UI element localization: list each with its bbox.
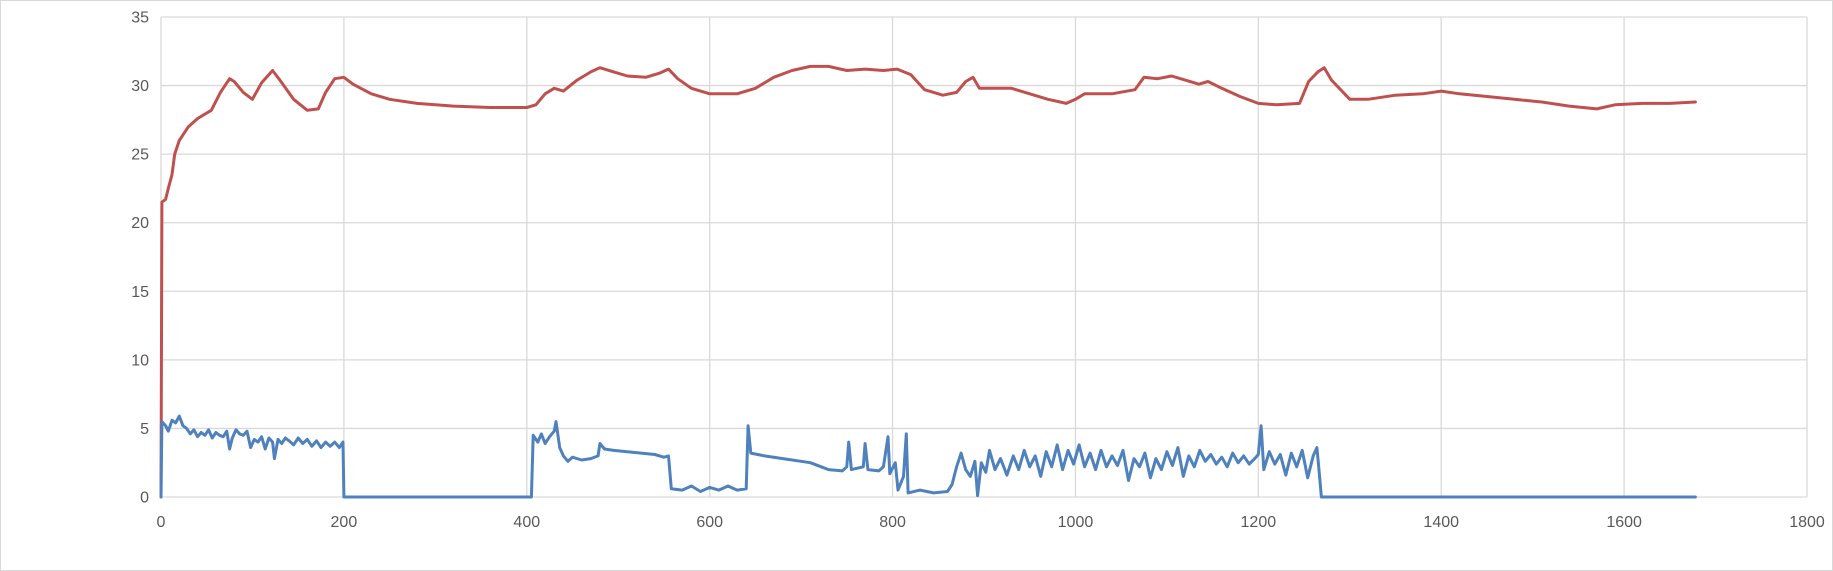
x-tick-label: 600 — [696, 514, 723, 531]
x-tick-label: 800 — [879, 514, 906, 531]
y-axis: 0 5 10 15 20 25 30 35 — [131, 10, 149, 507]
x-tick-label: 1000 — [1058, 514, 1094, 531]
series-line-1 — [159, 64, 1697, 499]
y-tick-label: 15 — [131, 284, 149, 301]
x-tick-label: 1800 — [1789, 514, 1825, 531]
x-tick-label: 1200 — [1241, 514, 1277, 531]
series-lines — [159, 64, 1697, 499]
grid-lines — [160, 16, 1808, 498]
x-tick-label: 200 — [331, 514, 358, 531]
y-tick-label: 5 — [140, 421, 149, 438]
y-tick-label: 25 — [131, 147, 149, 164]
x-tick-label: 1600 — [1606, 514, 1642, 531]
x-axis: 0 200 400 600 800 1000 1200 1400 1600 1800 — [157, 514, 1825, 531]
y-tick-label: 20 — [131, 215, 149, 232]
x-tick-label: 400 — [513, 514, 540, 531]
y-tick-label: 30 — [131, 78, 149, 95]
y-tick-label: 0 — [140, 490, 149, 507]
series-line-2 — [159, 414, 1697, 499]
y-tick-label: 10 — [131, 352, 149, 369]
y-tick-label: 35 — [131, 10, 149, 27]
x-tick-label: 0 — [157, 514, 166, 531]
x-tick-label: 1400 — [1423, 514, 1459, 531]
